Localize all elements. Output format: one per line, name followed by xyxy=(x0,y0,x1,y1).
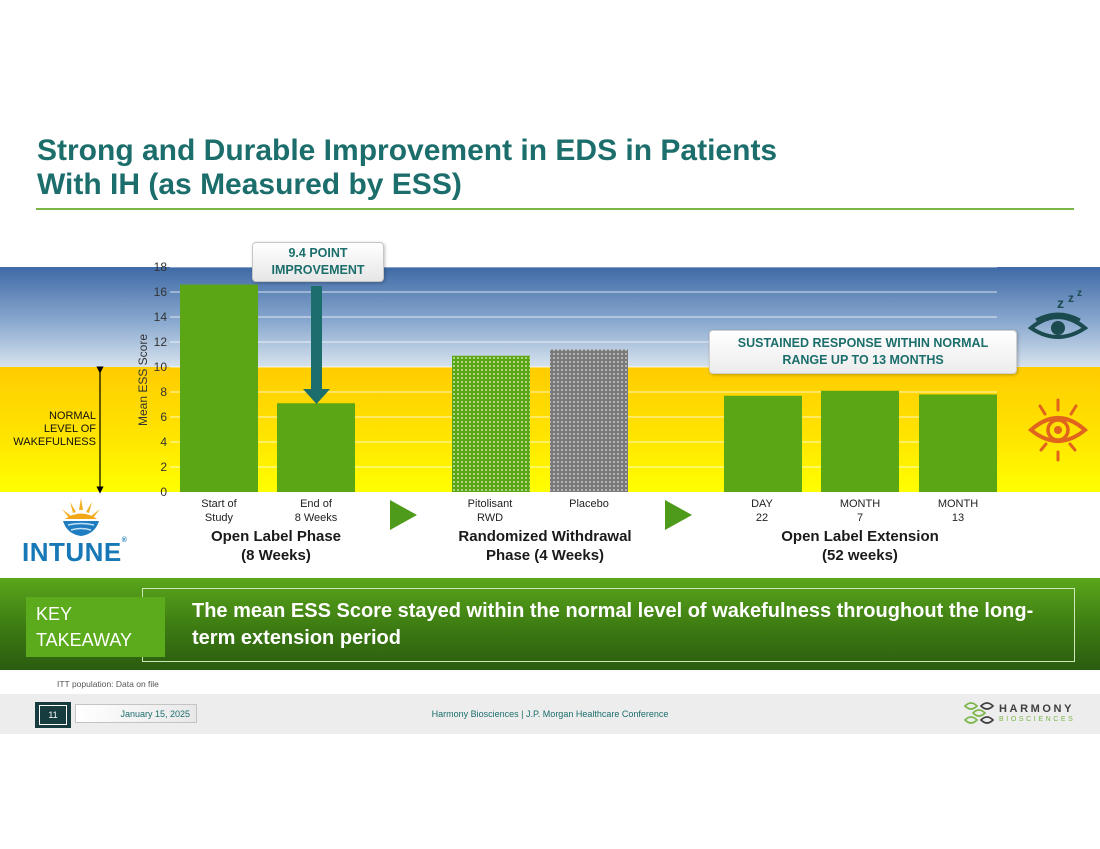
normal-label-line-2: LEVEL OF xyxy=(43,423,96,435)
category-label: DAY 22 xyxy=(717,497,807,525)
phase-label-line-1: Randomized Withdrawal xyxy=(458,528,632,545)
intune-wordmark: INTUNE® xyxy=(22,537,127,568)
phase-label-line-2: Phase (4 Weeks) xyxy=(485,547,605,564)
key-takeaway-label: KEY TAKEAWAY xyxy=(26,597,165,657)
title-line-2: With IH (as Measured by ESS) xyxy=(37,168,462,201)
bar-pitolisant-rwd xyxy=(452,355,530,492)
y-tick-label: 12 xyxy=(154,335,168,349)
y-tick-label: 8 xyxy=(160,385,167,399)
bar-start-of-study xyxy=(180,284,258,492)
normal-label-line-1: NORMAL xyxy=(48,410,96,422)
footnote: ITT population: Data on file xyxy=(57,679,159,689)
y-tick-label: 10 xyxy=(154,360,168,374)
y-tick-label: 6 xyxy=(160,410,167,424)
category-label-line-2: 7 xyxy=(856,512,864,524)
intune-logo-icon xyxy=(62,498,100,536)
harmony-wordmark: HARMONY xyxy=(999,703,1075,715)
play-arrow-icon xyxy=(665,500,692,530)
category-label-line-2: 13 xyxy=(951,512,965,524)
category-label: MONTH 7 xyxy=(815,497,905,525)
category-label-line-2: 22 xyxy=(755,512,769,524)
normal-label-line-3: WAKEFULNESS xyxy=(13,436,96,448)
key-takeaway-label-line-1: KEY xyxy=(36,604,73,624)
bar-day-22 xyxy=(724,395,802,492)
bar-placebo xyxy=(550,349,628,492)
phase-label-line-2: (8 Weeks) xyxy=(241,547,311,564)
y-tick-labels: 0 2 4 6 8 10 12 14 16 18 xyxy=(154,260,168,499)
page-number: 11 xyxy=(35,702,71,728)
sustained-callout-line-1: SUSTAINED RESPONSE WITHIN NORMAL xyxy=(737,336,989,350)
bar-month-13 xyxy=(919,394,997,492)
key-takeaway-text: The mean ESS Score stayed within the nor… xyxy=(192,600,1034,649)
svg-text:z: z xyxy=(1077,288,1082,299)
y-tick-label: 18 xyxy=(154,260,168,274)
key-takeaway-band xyxy=(0,578,1100,670)
sleeping-eye-icon: z z z xyxy=(1028,288,1088,339)
category-label-line-1: MONTH xyxy=(839,498,881,510)
title-divider xyxy=(36,208,1074,210)
category-label-line-2: RWD xyxy=(476,512,504,524)
phase-label-line-2: (52 weeks) xyxy=(822,547,898,564)
phase-label-line-1: Open Label Extension xyxy=(781,528,939,545)
category-label: Pitolisant RWD xyxy=(445,497,535,525)
improvement-arrow xyxy=(303,286,330,404)
sustained-callout: SUSTAINED RESPONSE WITHIN NORMAL RANGE U… xyxy=(709,330,1017,374)
bar-end-of-8-weeks xyxy=(277,403,355,492)
page-number-value: 11 xyxy=(39,705,67,725)
phase-label-line-1: Open Label Phase xyxy=(210,528,342,545)
y-tick-label: 0 xyxy=(160,485,167,499)
awake-eye-icon xyxy=(1028,398,1088,462)
phase-label-open-label-extension: Open Label Extension (52 weeks) xyxy=(740,527,980,565)
category-label: Start of Study xyxy=(174,497,264,525)
page-title: Strong and Durable Improvement in EDS in… xyxy=(37,134,777,202)
category-label: MONTH 13 xyxy=(913,497,1003,525)
intune-name: INTUNE xyxy=(22,537,122,567)
category-label-line-2: 8 Weeks xyxy=(294,512,338,524)
improvement-callout-line-1: 9.4 POINT xyxy=(288,246,348,260)
bars xyxy=(180,284,997,492)
category-label-line-1: Start of xyxy=(201,498,237,510)
category-label-line-1: Pitolisant xyxy=(467,498,513,510)
y-axis-label: Mean ESS Score xyxy=(136,334,150,426)
improvement-callout-line-2: IMPROVEMENT xyxy=(271,263,365,277)
y-tick-label: 4 xyxy=(160,435,167,449)
y-tick-label: 14 xyxy=(154,310,168,324)
registered-mark: ® xyxy=(121,537,128,544)
phase-label-randomized-withdrawal: Randomized Withdrawal Phase (4 Weeks) xyxy=(425,527,665,565)
svg-text:z: z xyxy=(1057,295,1064,311)
footer-date: January 15, 2025 xyxy=(75,704,197,723)
category-label-line-1: DAY xyxy=(751,498,773,510)
y-tick-label: 16 xyxy=(154,285,168,299)
normal-wakefulness-label: NORMAL LEVEL OF WAKEFULNESS xyxy=(0,410,96,449)
svg-text:z: z xyxy=(1068,291,1074,305)
title-line-1: Strong and Durable Improvement in EDS in… xyxy=(37,134,778,167)
harmony-subtitle: BIOSCIENCES xyxy=(999,716,1076,723)
improvement-callout: 9.4 POINT IMPROVEMENT xyxy=(252,242,384,282)
category-label-line-2: Study xyxy=(204,512,234,524)
play-arrow-icon xyxy=(390,500,417,530)
harmony-logo-icon xyxy=(963,702,995,724)
category-label-line-1: MONTH xyxy=(937,498,979,510)
sustained-callout-line-2: RANGE UP TO 13 MONTHS xyxy=(782,353,944,367)
y-tick-label: 2 xyxy=(160,460,167,474)
footer-conference: Harmony Biosciences | J.P. Morgan Health… xyxy=(431,709,669,719)
category-label-line-1: End of xyxy=(300,498,332,510)
bar-month-7 xyxy=(821,390,899,492)
category-label: End of 8 Weeks xyxy=(271,497,361,525)
phase-label-open-label: Open Label Phase (8 Weeks) xyxy=(156,527,396,565)
category-label: Placebo xyxy=(544,497,634,511)
key-takeaway-label-line-2: TAKEAWAY xyxy=(36,630,133,650)
category-label-line-1: Placebo xyxy=(569,498,609,510)
